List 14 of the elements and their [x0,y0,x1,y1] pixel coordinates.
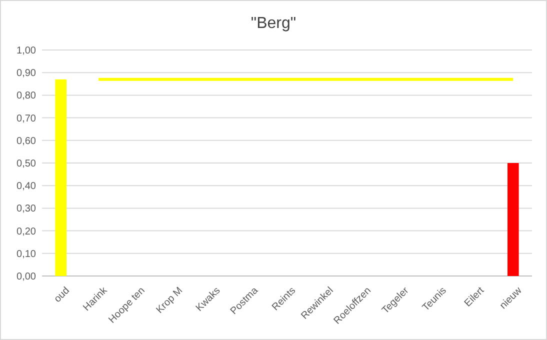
y-tick-label: 0,50 [16,158,36,170]
y-tick-label: 0,90 [16,68,36,80]
x-tick-label: Krop M [154,285,185,316]
x-tick-label: oud [52,285,72,305]
y-tick-label: 0,00 [16,272,36,282]
y-tick-label: 0,60 [16,136,36,147]
y-tick-label: 1,00 [16,46,36,56]
y-tick-label: 0,20 [16,226,36,238]
y-tick-label: 0,70 [16,113,36,124]
y-tick-label: 0,40 [16,181,36,192]
chart-title: "Berg" [250,15,296,32]
y-tick-label: 0,10 [16,248,36,260]
y-tick-label: 0,30 [16,204,36,215]
y-tick-label: 0,80 [16,90,36,102]
